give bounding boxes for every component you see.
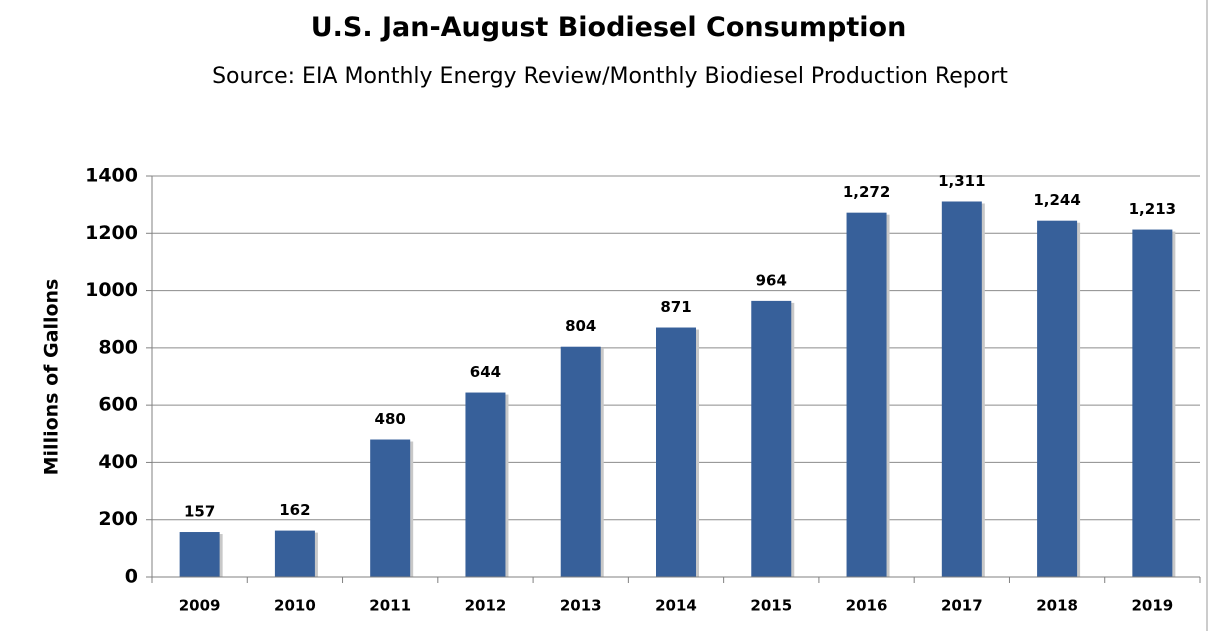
x-tick-label: 2014: [655, 597, 697, 615]
x-tick-label: 2016: [846, 597, 888, 615]
chart-title: U.S. Jan-August Biodiesel Consumption: [310, 12, 907, 43]
bar: [656, 327, 696, 577]
value-label: 871: [660, 298, 691, 316]
x-tick-label: 2017: [941, 597, 983, 615]
bar: [941, 201, 982, 578]
bar: [370, 439, 411, 577]
x-tick-label: 2010: [274, 597, 316, 615]
bar: [1037, 220, 1078, 577]
value-label: 644: [470, 363, 501, 381]
value-label: 1,244: [1033, 191, 1080, 209]
x-tick-label: 2015: [750, 597, 792, 615]
y-tick-label: 600: [98, 394, 138, 416]
value-label: 804: [565, 317, 596, 335]
x-tick-label: 2011: [369, 597, 411, 615]
y-tick-label: 0: [125, 566, 138, 588]
bar: [560, 346, 601, 577]
y-tick-label: 200: [98, 508, 138, 530]
bar: [179, 532, 220, 577]
x-tick-label: 2013: [560, 597, 602, 615]
value-label: 964: [756, 271, 787, 289]
x-tick-label: 2012: [465, 597, 507, 615]
y-tick-label: 1200: [85, 222, 138, 244]
x-tick-label: 2019: [1131, 597, 1173, 615]
y-tick-label: 1000: [85, 279, 138, 301]
value-label: 1,272: [843, 183, 890, 201]
chart-subtitle: Source: EIA Monthly Energy Review/Monthl…: [212, 64, 1008, 89]
value-label: 157: [184, 503, 215, 521]
value-label: 1,311: [938, 172, 985, 190]
y-tick-label: 1400: [85, 165, 138, 187]
y-tick-label: 800: [98, 336, 138, 358]
bar: [846, 212, 887, 578]
y-tick-label: 400: [98, 451, 138, 473]
value-label: 480: [375, 410, 406, 428]
value-label: 1,213: [1129, 200, 1176, 218]
y-axis-label: Millions of Gallons: [41, 279, 63, 476]
bar: [751, 300, 792, 577]
bar: [465, 392, 506, 577]
x-tick-label: 2009: [179, 597, 221, 615]
bar: [1132, 229, 1173, 578]
x-tick-label: 2018: [1036, 597, 1078, 615]
value-label: 162: [279, 501, 310, 519]
bar: [274, 530, 315, 577]
